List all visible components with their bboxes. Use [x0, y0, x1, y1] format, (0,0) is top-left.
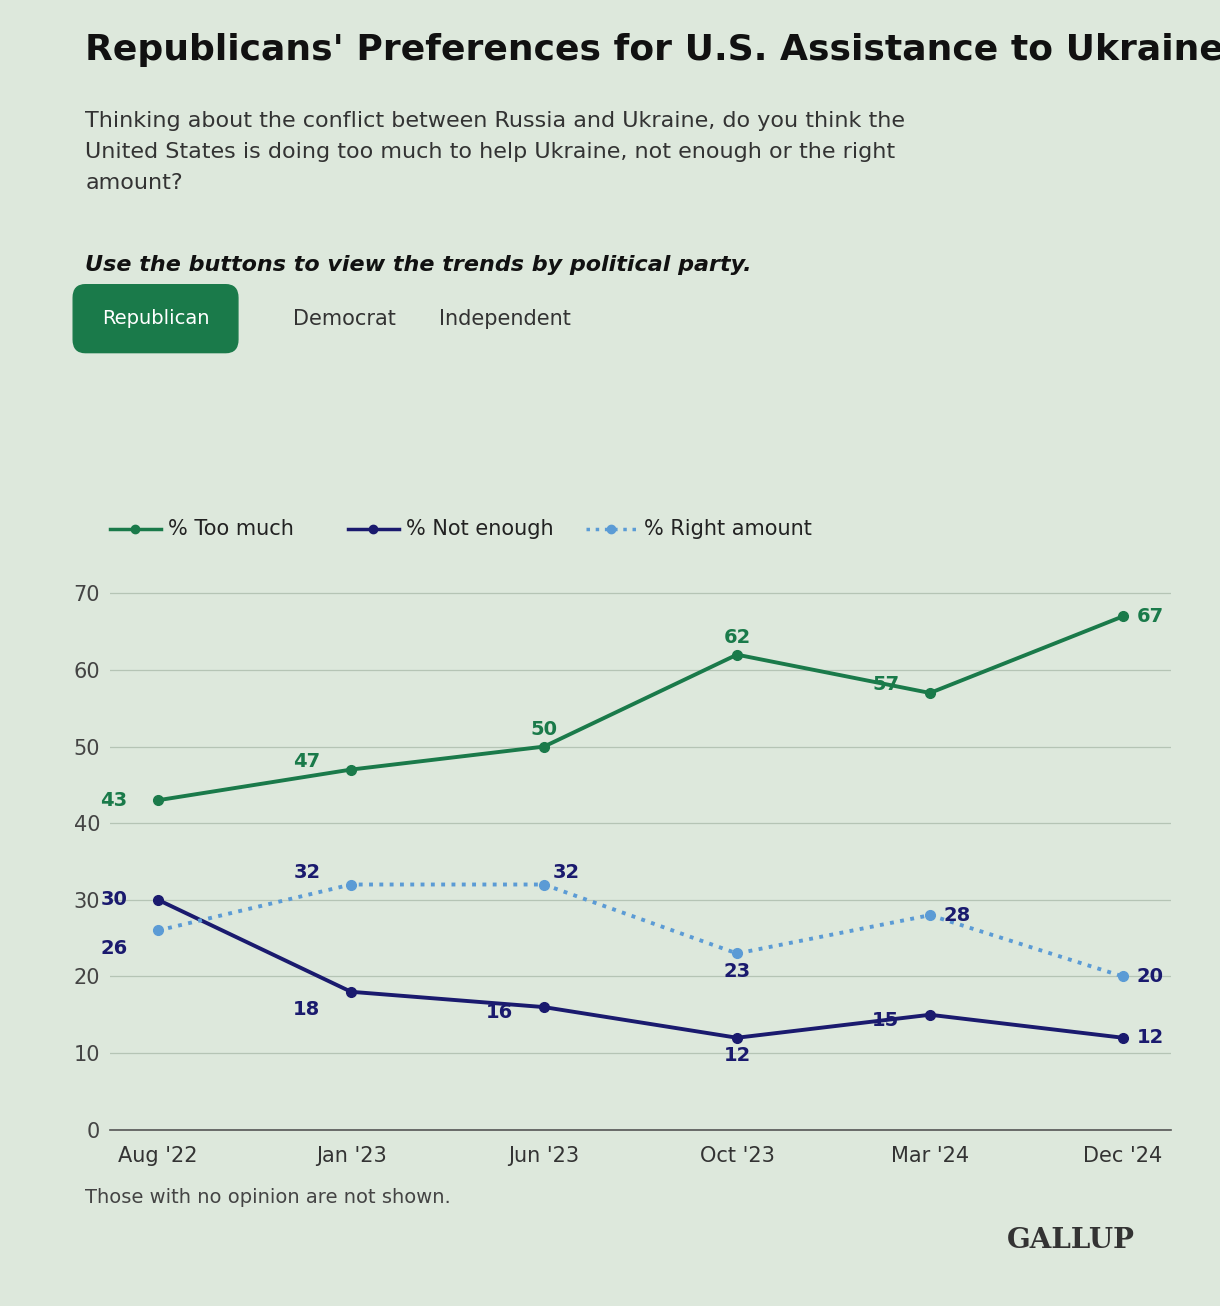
- Text: 26: 26: [100, 939, 127, 959]
- Text: 62: 62: [723, 628, 750, 648]
- Text: 12: 12: [723, 1046, 750, 1066]
- Text: 28: 28: [944, 905, 971, 925]
- Text: 32: 32: [553, 862, 579, 882]
- Text: 18: 18: [293, 1000, 321, 1019]
- Text: 67: 67: [1137, 607, 1164, 626]
- Text: Independent: Independent: [439, 308, 571, 329]
- Text: Use the buttons to view the trends by political party.: Use the buttons to view the trends by po…: [85, 255, 752, 274]
- Text: Republicans' Preferences for U.S. Assistance to Ukraine: Republicans' Preferences for U.S. Assist…: [85, 33, 1220, 67]
- Text: Democrat: Democrat: [293, 308, 395, 329]
- Text: 20: 20: [1137, 966, 1164, 986]
- Text: Thinking about the conflict between Russia and Ukraine, do you think the
United : Thinking about the conflict between Russ…: [85, 111, 905, 193]
- Text: 23: 23: [723, 963, 750, 981]
- Text: 50: 50: [531, 721, 558, 739]
- Text: % Right amount: % Right amount: [644, 518, 813, 539]
- Text: 30: 30: [100, 891, 127, 909]
- Text: 15: 15: [872, 1011, 899, 1030]
- Text: % Not enough: % Not enough: [406, 518, 554, 539]
- Text: 32: 32: [293, 862, 321, 882]
- Text: GALLUP: GALLUP: [1006, 1226, 1135, 1254]
- Text: 12: 12: [1137, 1028, 1164, 1047]
- Text: Those with no opinion are not shown.: Those with no opinion are not shown.: [85, 1188, 451, 1208]
- Text: 47: 47: [293, 752, 321, 771]
- Text: 43: 43: [100, 790, 127, 810]
- Text: 57: 57: [872, 675, 899, 693]
- Text: 16: 16: [487, 1003, 514, 1023]
- Text: Republican: Republican: [101, 310, 210, 328]
- Text: % Too much: % Too much: [168, 518, 294, 539]
